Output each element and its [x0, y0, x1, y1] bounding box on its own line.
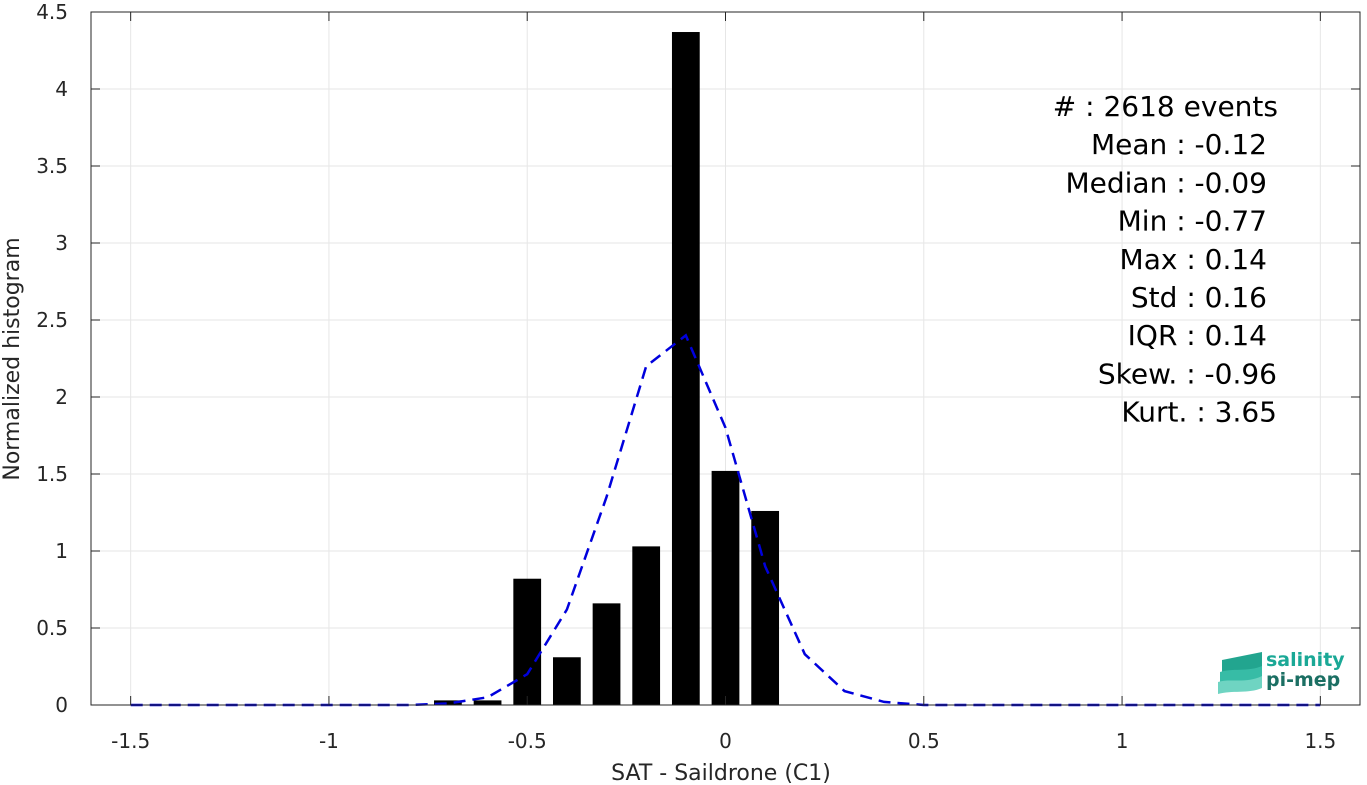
x-tick-label: -1: [319, 729, 339, 753]
histogram-bar: [632, 546, 661, 705]
x-axis-title: SAT - Saildrone (C1): [611, 761, 831, 785]
stats-box: # : 2618 events Mean : -0.12 Median : -0.0…: [1053, 90, 1278, 429]
logo-text-pi-mep: pi-mep: [1266, 669, 1340, 691]
y-tick-label: 3: [55, 231, 68, 255]
y-tick-label: 4.5: [36, 0, 68, 24]
histogram-bar: [671, 32, 700, 705]
stat-line: Min : -0.77: [1118, 205, 1267, 238]
stat-line: Kurt. : 3.65: [1121, 396, 1277, 429]
y-tick-label: 3.5: [36, 154, 68, 178]
stat-line: Mean : -0.12: [1091, 128, 1267, 161]
histogram-bar: [711, 470, 740, 705]
stat-line: IQR : 0.14: [1128, 319, 1267, 352]
x-tick-label: 1: [1116, 729, 1129, 753]
x-tick-label: -0.5: [508, 729, 547, 753]
histogram-bars: [434, 32, 780, 705]
histogram-bar: [473, 700, 502, 705]
histogram-bar: [592, 603, 621, 705]
stat-line: Max : 0.14: [1120, 243, 1267, 276]
x-tick-label: -1.5: [111, 729, 150, 753]
y-axis-title: Normalized histogram: [0, 237, 25, 480]
y-tick-label: 0: [55, 693, 68, 717]
x-axis-ticks: -1.5 -1 -0.5 0 0.5 1 1.5: [111, 12, 1336, 753]
y-tick-label: 2.5: [36, 308, 68, 332]
y-tick-label: 0.5: [36, 616, 68, 640]
y-tick-label: 4: [55, 77, 68, 101]
stat-line: Median : -0.09: [1065, 166, 1267, 199]
x-tick-label: 0.5: [908, 729, 940, 753]
x-tick-label: 0: [719, 729, 732, 753]
histogram-bar: [751, 510, 780, 705]
histogram-bar: [513, 578, 542, 705]
salinity-pi-mep-logo: salinity pi-mep: [1218, 649, 1345, 694]
y-tick-label: 1: [55, 539, 68, 563]
stat-line: # : 2618 events: [1053, 90, 1278, 123]
x-tick-label: 1.5: [1304, 729, 1336, 753]
y-tick-label: 1.5: [36, 462, 68, 486]
y-axis-ticks: 0 0.5 1 1.5 2 2.5 3 3.5 4 4.5: [36, 0, 1360, 717]
stat-line: Skew. : -0.96: [1098, 357, 1277, 390]
logo-text-salinity: salinity: [1266, 649, 1345, 671]
histogram-bar: [434, 700, 462, 705]
y-tick-label: 2: [55, 385, 68, 409]
stat-line: Std : 0.16: [1131, 281, 1267, 314]
histogram-bar: [552, 657, 581, 705]
waves-icon: [1218, 652, 1262, 694]
